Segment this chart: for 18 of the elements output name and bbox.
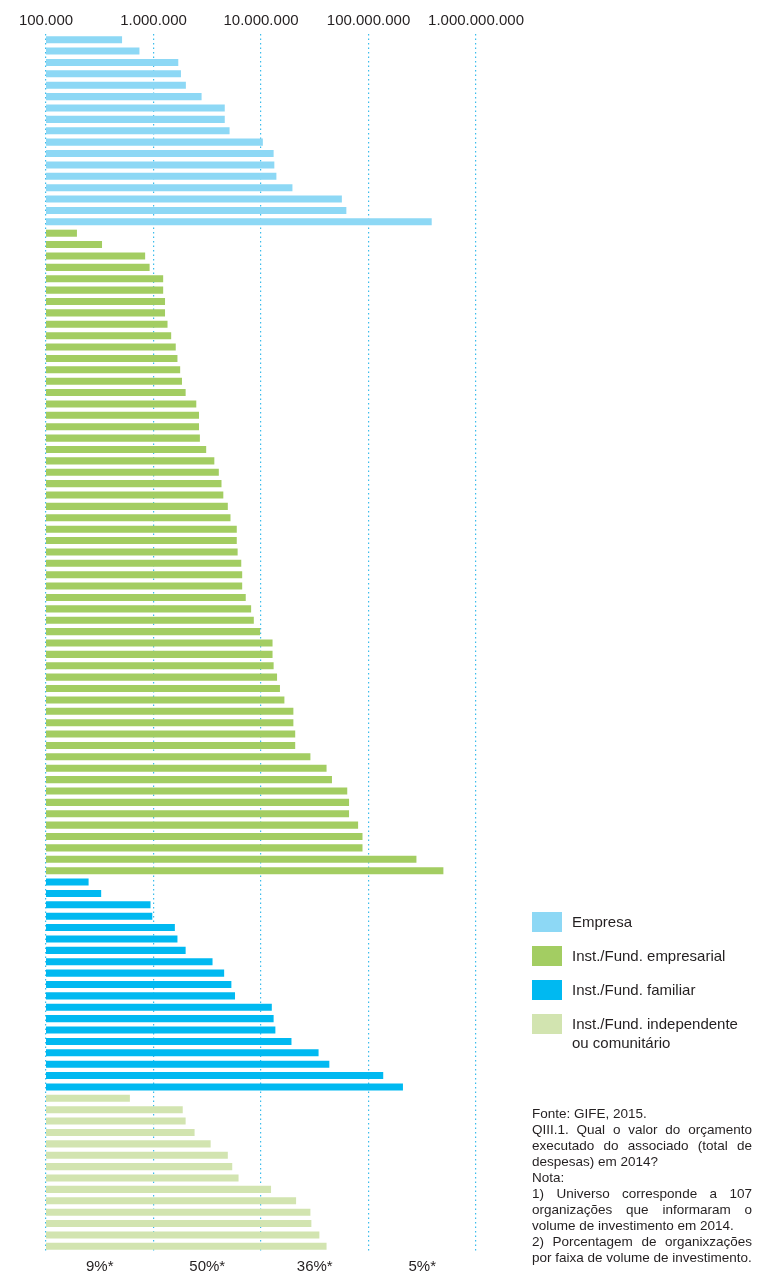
legend-label: Inst./Fund. empresarial xyxy=(572,946,726,965)
text: 50%* xyxy=(189,1256,226,1274)
x-tick-label: 10.000.000 xyxy=(223,11,299,29)
x-tick-label: 1.000.000.000 xyxy=(428,11,525,29)
text: 5%* xyxy=(408,1256,437,1274)
text: QIII.1. Qual o valor do orçamento executado do associado (total de despesas) em 2014? xyxy=(532,1122,752,1170)
text: Nota: xyxy=(532,1170,566,1186)
legend-label: Inst./Fund. independente ou comunitário xyxy=(572,1014,739,1052)
x-tick-label: 100.000.000 xyxy=(326,11,411,29)
text: 2) Porcentagem de organixzações por faixa de volume de investimento. xyxy=(532,1234,752,1266)
x-tick-label: 1.000.000 xyxy=(120,11,187,29)
text: 9%* xyxy=(85,1256,114,1274)
text: 1) Universo corresponde a 107 organizações que informaram o volume de investimento em 2014. xyxy=(532,1186,752,1234)
source-note: Fonte: GIFE, 2015. xyxy=(532,1106,648,1122)
legend-label: Inst./Fund. familiar xyxy=(572,980,696,999)
text: 36%* xyxy=(296,1256,333,1274)
x-tick-label: 100.000 xyxy=(18,11,74,29)
legend-label: Empresa xyxy=(572,912,633,931)
